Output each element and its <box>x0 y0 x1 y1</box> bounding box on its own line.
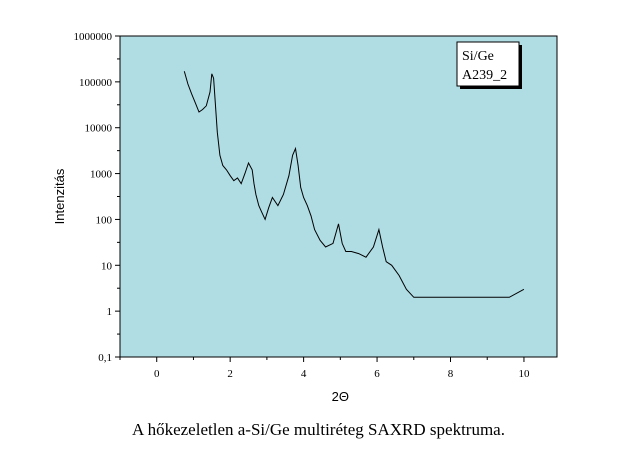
y-tick-label: 1 <box>107 306 113 318</box>
x-tick-label: 10 <box>518 368 530 380</box>
x-axis: 0 2 4 6 8 10 <box>119 357 530 380</box>
y-tick-label: 0,1 <box>98 352 112 364</box>
y-axis: 0,1 1 10 100 1000 10000 100000 1000000 <box>74 31 120 364</box>
y-axis-title: Intenzitás <box>52 168 67 224</box>
x-tick-label: 6 <box>374 368 380 380</box>
y-tick-label: 10000 <box>85 123 113 135</box>
y-tick-label: 100000 <box>79 77 113 89</box>
figure-caption: A hőkezeletlen a-Si/Ge multiréteg SAXRD … <box>132 420 505 439</box>
plot-area <box>120 36 557 357</box>
x-tick-label: 4 <box>301 368 307 380</box>
y-tick-label: 1000 <box>90 169 113 181</box>
x-tick-label: 2 <box>227 368 233 380</box>
y-tick-label: 10 <box>101 260 113 272</box>
y-tick-label: 100 <box>96 214 113 226</box>
y-tick-label: 1000000 <box>74 31 113 43</box>
legend: Si/Ge A239_2 <box>456 41 522 89</box>
x-tick-label: 0 <box>154 368 160 380</box>
legend-line-1: Si/Ge <box>462 49 494 64</box>
x-axis-title: 2Θ <box>332 389 349 404</box>
series-line <box>183 71 525 298</box>
x-tick-label: 8 <box>448 368 454 380</box>
legend-box <box>456 41 520 87</box>
legend-line-2: A239_2 <box>462 68 507 83</box>
plot-frame <box>119 35 558 358</box>
